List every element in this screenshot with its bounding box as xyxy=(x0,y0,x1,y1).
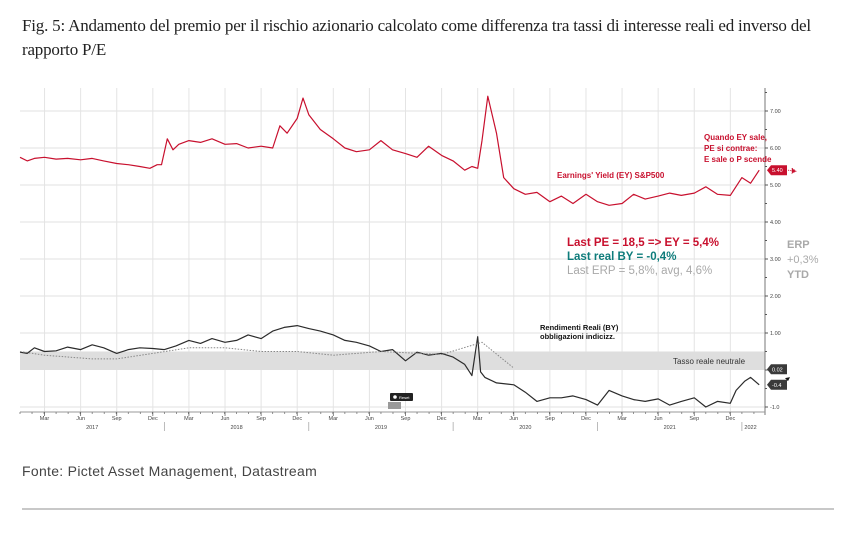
x-year-label: 2022 xyxy=(744,425,756,431)
x-month-label: Sep xyxy=(112,416,122,422)
neutral-rate-label: Tasso reale neutrale xyxy=(673,357,746,366)
y-tick-label: 7.00 xyxy=(770,109,781,115)
last-pe-text: Last PE = 18,5 => EY = 5,4% xyxy=(567,237,719,249)
end-value-badges: 5.40 0.02 -0.4 xyxy=(767,165,797,390)
chart: Tasso reale neutrale 7.00 6.00 5.00 4.00 3.0… xyxy=(19,88,819,431)
gear-icon xyxy=(393,395,397,399)
x-month-label: Mar xyxy=(40,416,50,422)
ey-arrow-icon xyxy=(787,167,797,174)
badge-value: 5.40 xyxy=(772,168,783,174)
erp-ytd-line-3: YTD xyxy=(787,269,809,281)
widget-dropdown[interactable] xyxy=(388,402,401,409)
erp-ytd-line-2: +0,3% xyxy=(787,254,819,266)
y-tick-label: 5.00 xyxy=(770,183,781,189)
x-month-label: Jun xyxy=(365,416,374,422)
badge-shape xyxy=(767,165,787,176)
by-series-label-line-2: obbligazioni indicizz. xyxy=(540,332,615,341)
ey-note-line-2: PE si contrae: xyxy=(704,144,757,153)
x-year-label: 2021 xyxy=(664,425,676,431)
ey-series-label: Earnings' Yield (EY) S&P500 xyxy=(557,171,665,180)
x-month-label: Mar xyxy=(184,416,194,422)
x-axis: Mar Jun Sep Dec Mar Jun Sep Dec Mar Jun Sep Dec Mar J… xyxy=(19,411,765,431)
divider xyxy=(22,508,834,510)
by-series-label-line-1: Rendimenti Reali (BY) xyxy=(540,323,619,332)
neutral-rate-band xyxy=(20,351,765,370)
reset-widget[interactable]: Reset xyxy=(388,393,413,409)
x-month-label: Mar xyxy=(473,416,483,422)
source-note: Fonte: Pictet Asset Management, Datastre… xyxy=(22,463,318,479)
x-month-label: Dec xyxy=(437,416,447,422)
y-tick-label: 4.00 xyxy=(770,220,781,226)
x-month-label: Mar xyxy=(329,416,339,422)
end-value-badge: 0.02 xyxy=(767,364,787,375)
badge-value: -0.4 xyxy=(772,383,781,389)
last-erp-text: Last ERP = 5,8%, avg, 4,6% xyxy=(567,265,712,277)
erp-ytd-line-1: ERP xyxy=(787,239,810,251)
y-tick-label: 2.00 xyxy=(770,294,781,300)
x-month-label: Jun xyxy=(76,416,85,422)
x-month-label: Sep xyxy=(545,416,555,422)
y-tick-label: 1.00 xyxy=(770,331,781,337)
reset-button[interactable]: Reset xyxy=(399,395,410,400)
x-month-label: Dec xyxy=(292,416,302,422)
ey-note-line-3: E sale o P scende xyxy=(704,155,772,164)
x-month-label: Sep xyxy=(401,416,411,422)
figure-title: Fig. 5: Andamento del premio per il risc… xyxy=(22,16,811,59)
x-month-label: Jun xyxy=(221,416,230,422)
y-tick-label: 3.00 xyxy=(770,257,781,263)
series-layer xyxy=(19,95,760,408)
x-year-label: 2019 xyxy=(375,425,387,431)
badge-shape xyxy=(767,364,787,375)
x-month-label: Mar xyxy=(617,416,627,422)
ey-note-line-1: Quando EY sale, xyxy=(704,133,767,142)
x-month-label: Sep xyxy=(689,416,699,422)
x-month-label: Sep xyxy=(256,416,266,422)
last-by-text: Last real BY = -0,4% xyxy=(567,251,676,263)
x-month-label: Jun xyxy=(509,416,518,422)
by-arrow-icon xyxy=(785,377,790,382)
x-year-label: 2020 xyxy=(519,425,531,431)
series-line-0 xyxy=(19,95,760,206)
y-tick-label: -1.0 xyxy=(770,405,779,411)
series-line-1 xyxy=(19,325,760,408)
x-month-label: Dec xyxy=(148,416,158,422)
end-value-badge: -0.4 xyxy=(767,379,787,390)
badge-value: 0.02 xyxy=(772,367,783,373)
x-month-label: Jun xyxy=(654,416,663,422)
badge-shape xyxy=(767,379,787,390)
x-month-label: Dec xyxy=(725,416,735,422)
x-year-label: 2018 xyxy=(230,425,242,431)
x-year-label: 2017 xyxy=(86,425,98,431)
x-month-label: Dec xyxy=(581,416,591,422)
end-value-badge: 5.40 xyxy=(767,165,787,176)
y-axis: 7.00 6.00 5.00 4.00 3.00 2.00 1.00 -1.0 xyxy=(764,88,781,415)
y-tick-label: 6.00 xyxy=(770,146,781,152)
